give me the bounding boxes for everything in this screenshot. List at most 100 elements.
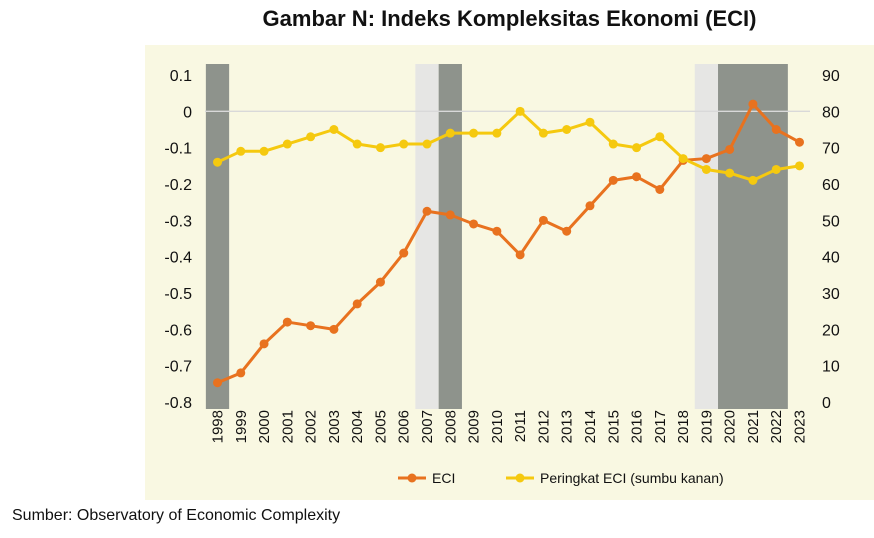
left-tick-label: 0: [183, 104, 192, 121]
x-tick-label: 2012: [535, 410, 552, 443]
x-tick-label: 2023: [792, 410, 809, 443]
x-tick-label: 2001: [279, 410, 296, 443]
data-point: [771, 125, 781, 134]
data-point: [701, 164, 711, 174]
x-tick-label: 2011: [512, 410, 529, 442]
data-point: [492, 128, 502, 138]
data-point: [748, 175, 758, 185]
x-tick-label: 2000: [256, 410, 273, 443]
left-tick-label: -0.7: [164, 359, 192, 376]
right-tick-label: 70: [822, 141, 840, 158]
data-point: [771, 164, 781, 174]
right-tick-label: 80: [822, 104, 840, 121]
data-point: [585, 117, 595, 127]
data-point: [306, 321, 316, 331]
x-tick-label: 2017: [652, 410, 669, 443]
data-point: [469, 128, 479, 138]
data-point: [399, 139, 409, 149]
data-point: [795, 161, 804, 171]
x-tick-label: 1998: [210, 410, 227, 443]
shaded-band-2007: [415, 64, 439, 409]
x-tick-label: 2013: [559, 410, 576, 443]
shaded-band-2020: [718, 64, 788, 409]
x-tick-label: 1999: [233, 410, 250, 443]
shaded-band-2008: [438, 64, 462, 409]
data-point: [213, 378, 222, 388]
x-tick-label: 2021: [745, 410, 762, 443]
data-point: [259, 146, 269, 156]
shaded-band-2019: [694, 64, 719, 409]
data-point: [678, 154, 688, 164]
left-tick-label: -0.4: [164, 250, 192, 267]
data-point: [538, 128, 548, 138]
data-point: [422, 206, 432, 216]
x-tick-label: 2002: [303, 410, 320, 443]
x-tick-label: 2007: [419, 410, 436, 443]
right-tick-label: 50: [822, 213, 840, 230]
data-point: [422, 139, 432, 149]
data-point: [655, 184, 665, 194]
right-tick-label: 90: [822, 68, 840, 85]
data-point: [655, 132, 665, 142]
data-point: [538, 215, 548, 225]
data-point: [213, 157, 222, 167]
left-tick-label: -0.1: [164, 141, 192, 158]
x-tick-label: 2008: [442, 410, 459, 443]
data-point: [329, 324, 339, 334]
left-tick-label: -0.3: [164, 213, 192, 230]
left-tick-label: -0.8: [164, 395, 192, 412]
right-tick-label: 10: [822, 359, 840, 376]
data-point: [608, 175, 618, 185]
legend-marker: [407, 473, 417, 483]
data-point: [306, 132, 316, 142]
data-point: [352, 139, 362, 149]
right-tick-label: 60: [822, 177, 840, 194]
chart-title: Gambar N: Indeks Kompleksitas Ekonomi (E…: [262, 6, 757, 31]
data-point: [585, 201, 595, 211]
shaded-band-1998: [205, 64, 230, 409]
left-tick-label: -0.2: [164, 177, 192, 194]
data-point: [725, 144, 735, 154]
x-tick-label: 2015: [605, 410, 622, 443]
data-point: [445, 128, 455, 138]
data-point: [701, 154, 711, 164]
data-point: [236, 146, 246, 156]
left-tick-label: 0.1: [170, 68, 192, 85]
data-point: [748, 99, 758, 109]
x-tick-label: 2016: [629, 410, 646, 443]
x-tick-label: 2010: [489, 410, 506, 443]
data-point: [632, 172, 642, 182]
data-point: [236, 368, 246, 378]
right-tick-label: 40: [822, 250, 840, 267]
x-tick-label: 2003: [326, 410, 343, 443]
x-tick-label: 2009: [466, 410, 483, 443]
data-point: [515, 106, 525, 116]
data-point: [259, 339, 269, 349]
data-point: [282, 317, 292, 327]
legend-item: Peringkat ECI (sumbu kanan): [506, 470, 724, 486]
x-tick-label: 2004: [349, 410, 366, 443]
source-note: Sumber: Observatory of Economic Complexi…: [12, 507, 341, 524]
data-point: [282, 139, 292, 149]
data-point: [375, 143, 385, 153]
data-point: [515, 250, 525, 260]
data-point: [562, 125, 572, 134]
data-point: [352, 299, 362, 309]
legend-label: Peringkat ECI (sumbu kanan): [540, 470, 724, 486]
data-point: [469, 219, 479, 229]
x-tick-label: 2018: [675, 410, 692, 443]
legend-marker: [515, 473, 525, 483]
x-tick-label: 2022: [768, 410, 785, 443]
legend-label: ECI: [432, 470, 455, 486]
right-tick-label: 30: [822, 286, 840, 303]
right-tick-label: 0: [822, 395, 831, 412]
right-tick-label: 20: [822, 322, 840, 339]
data-point: [399, 248, 409, 258]
x-tick-label: 2014: [582, 410, 599, 443]
data-point: [725, 168, 735, 178]
left-tick-label: -0.5: [164, 286, 192, 303]
left-tick-label: -0.6: [164, 322, 192, 339]
data-point: [445, 210, 455, 220]
data-point: [492, 226, 502, 236]
